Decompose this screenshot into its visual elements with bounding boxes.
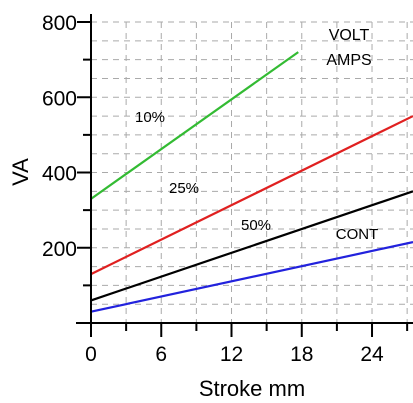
- y-axis-title: VA: [8, 158, 33, 186]
- y-tick-label: 600: [42, 87, 77, 110]
- x-tick-label: 12: [220, 343, 243, 366]
- x-tick-label: 24: [360, 343, 384, 366]
- annotation-volt-amps: AMPS: [326, 52, 371, 69]
- series-label-10pct: 10%: [135, 109, 165, 126]
- x-tick-label: 6: [155, 343, 167, 366]
- y-tick-label: 800: [42, 12, 77, 35]
- series-line-25pct: [90, 115, 413, 276]
- y-tick-label: 400: [42, 163, 77, 186]
- series-line-10pct: [90, 51, 299, 200]
- y-tick-label: 200: [42, 238, 77, 261]
- series-label-50pct: 50%: [241, 217, 271, 234]
- labels: 200 400 600 800 0 6 12 18 24 Stroke mm VA VOLT AMPS 1…: [8, 12, 384, 401]
- series-line-50pct: [90, 190, 413, 302]
- x-tick-label: 18: [290, 343, 313, 366]
- axes: [76, 14, 413, 324]
- series-label-cont: CONT: [336, 226, 379, 243]
- series-label-25pct: 25%: [169, 180, 199, 197]
- x-tick-label: 0: [85, 343, 97, 366]
- grid: [91, 21, 413, 323]
- x-axis-title: Stroke mm: [199, 376, 305, 401]
- series-lines: [90, 51, 413, 313]
- annotation-volt-amps: VOLT: [329, 27, 370, 44]
- series-line-cont: [90, 241, 413, 313]
- ticks: [77, 21, 409, 337]
